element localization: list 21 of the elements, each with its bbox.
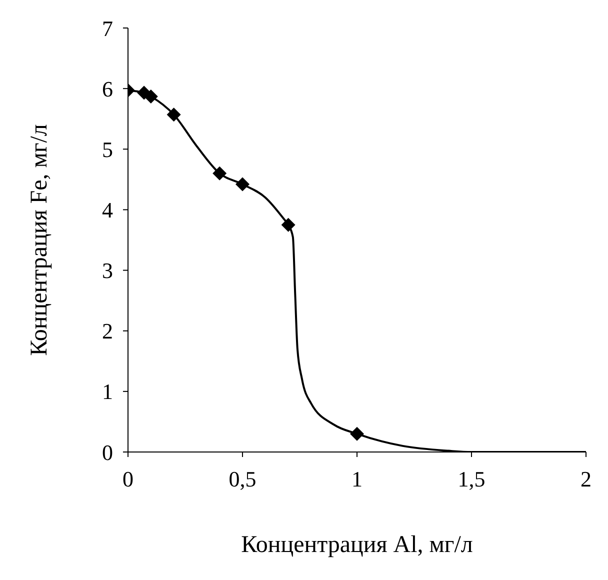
y-axis-title: Концентрация Fe, мг/л (26, 124, 53, 356)
y-tick-label: 3 (102, 258, 113, 284)
y-tick-label: 0 (102, 440, 113, 465)
point (281, 218, 296, 232)
point (212, 166, 227, 180)
y-tick-label: 5 (102, 136, 113, 162)
x-tick-label: 0,5 (228, 466, 256, 492)
point (166, 108, 181, 122)
y-tick-label: 6 (102, 76, 113, 102)
point (144, 89, 158, 104)
point (236, 177, 250, 192)
y-tick-label: 2 (102, 318, 113, 344)
y-tick-label: 1 (102, 379, 113, 404)
x-tick-label: 1,5 (458, 466, 486, 492)
y-tick-label: 4 (102, 198, 113, 223)
point (350, 426, 364, 441)
x-tick-label: 2 (580, 466, 592, 492)
x-axis-title: Концентрация Al, мг/л (241, 532, 473, 558)
x-tick-label: 0 (122, 466, 134, 492)
x-tick-label: 1 (352, 466, 362, 492)
y-tick-label: 7 (102, 16, 113, 41)
